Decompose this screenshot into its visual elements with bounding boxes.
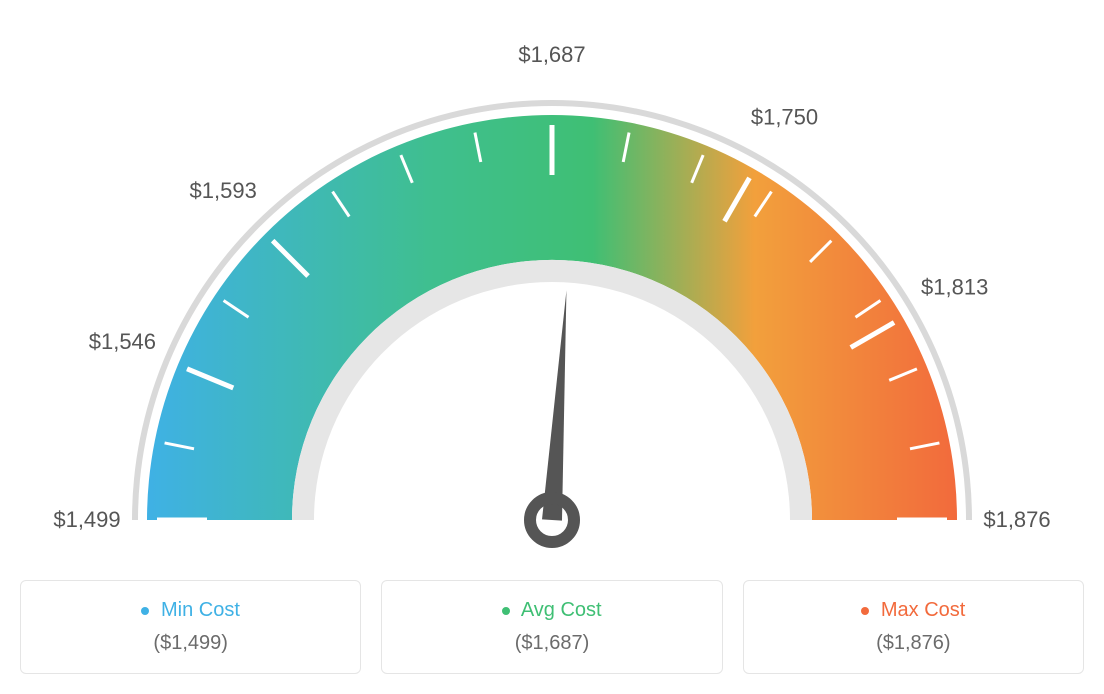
cost-gauge-container: $1,499 $1,546 $1,593 $1,687 $1,750 $1,813 $1,8… bbox=[20, 20, 1084, 674]
dot-icon bbox=[502, 607, 510, 615]
legend-title-avg: Avg Cost bbox=[394, 599, 709, 622]
tick-label: $1,499 bbox=[53, 507, 120, 532]
tick-label: $1,593 bbox=[190, 178, 257, 203]
legend-row: Min Cost ($1,499) Avg Cost ($1,687) Max … bbox=[20, 580, 1084, 674]
tick-label: $1,546 bbox=[89, 329, 156, 354]
legend-value-min: ($1,499) bbox=[33, 632, 348, 655]
tick-label: $1,687 bbox=[518, 42, 585, 67]
tick-label: $1,750 bbox=[751, 104, 818, 129]
gauge-chart: $1,499 $1,546 $1,593 $1,687 $1,750 $1,813 $1,8… bbox=[20, 20, 1084, 560]
legend-title-min: Min Cost bbox=[33, 599, 348, 622]
dot-icon bbox=[141, 607, 149, 615]
legend-card-min: Min Cost ($1,499) bbox=[20, 580, 361, 674]
legend-card-avg: Avg Cost ($1,687) bbox=[381, 580, 722, 674]
tick-label: $1,876 bbox=[983, 507, 1050, 532]
gauge-svg: $1,499 $1,546 $1,593 $1,687 $1,750 $1,813 $1,8… bbox=[20, 20, 1084, 560]
legend-label-min: Min Cost bbox=[161, 599, 240, 621]
legend-value-avg: ($1,687) bbox=[394, 632, 709, 655]
legend-title-max: Max Cost bbox=[756, 599, 1071, 622]
dot-icon bbox=[861, 607, 869, 615]
legend-label-max: Max Cost bbox=[881, 599, 965, 621]
needle bbox=[542, 290, 566, 520]
legend-card-max: Max Cost ($1,876) bbox=[743, 580, 1084, 674]
legend-label-avg: Avg Cost bbox=[521, 599, 602, 621]
legend-value-max: ($1,876) bbox=[756, 632, 1071, 655]
tick-label: $1,813 bbox=[921, 275, 988, 300]
